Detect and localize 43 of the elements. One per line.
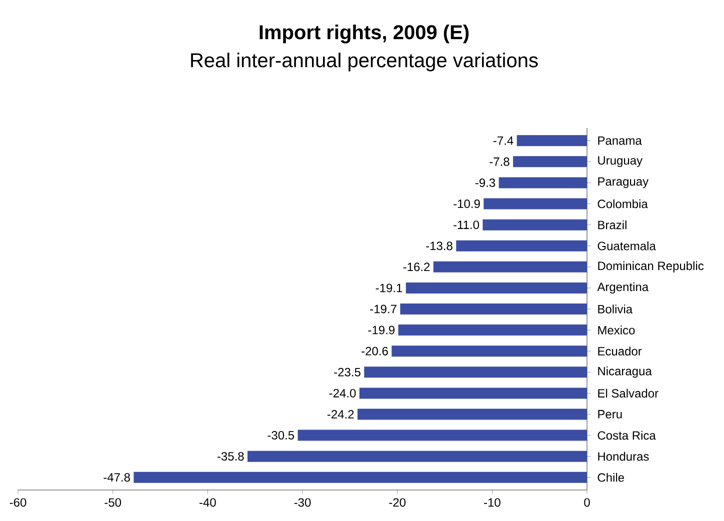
data-label: -13.8 [426, 242, 452, 250]
data-label: -7.8 [490, 157, 510, 166]
data-label: -20.6 [362, 346, 388, 356]
data-label: -10.9 [454, 200, 480, 208]
data-label: -11.0 [454, 220, 480, 230]
y-tick-label: Guatemala [598, 241, 656, 250]
y-tick-label: Honduras [598, 452, 649, 461]
x-tick-label: -60 [10, 498, 26, 507]
y-tick-label: Nicaragua [598, 366, 652, 378]
y-tick-label: Uruguay [598, 156, 643, 168]
data-label: -47.8 [104, 473, 130, 482]
x-tick-label: -30 [294, 498, 311, 507]
y-tick-label: Colombia [598, 199, 648, 208]
data-label: -35.8 [217, 452, 244, 461]
data-label: -7.4 [493, 136, 514, 145]
x-tick-label: -40 [200, 498, 216, 507]
y-tick-label: Ecuador [598, 346, 642, 356]
chart-title: Import rights, 2009 (E) [260, 24, 469, 44]
x-tick-label: -50 [104, 498, 122, 507]
y-tick-label: Costa Rica [598, 430, 656, 440]
data-label: -19.9 [368, 326, 395, 334]
x-tick-label: -10 [484, 498, 500, 507]
data-label: -9.3 [475, 178, 496, 187]
y-tick-label: Peru [598, 410, 622, 418]
y-tick-label: Brazil [598, 220, 626, 230]
data-label: -30.5 [268, 431, 294, 440]
y-tick-label: Bolivia [598, 304, 633, 314]
chart-subtitle: Real inter-annual percentage variations [191, 52, 538, 72]
y-tick-label: Panama [598, 136, 642, 145]
y-tick-label: Argentina [597, 282, 649, 294]
data-label: -19.1 [376, 284, 402, 292]
x-tick-label: -20 [389, 498, 406, 507]
y-tick-label: Mexico [598, 326, 635, 334]
data-label: -23.5 [334, 368, 360, 376]
data-label: -24.2 [327, 410, 354, 418]
data-label: -16.2 [403, 262, 430, 272]
data-label: -24.0 [329, 388, 356, 398]
y-tick-label: Paraguay [598, 177, 649, 188]
y-tick-label: Chile [598, 472, 624, 482]
y-tick-label: Dominican Republic [598, 261, 704, 272]
data-label: -19.7 [370, 304, 396, 314]
y-tick-label: El Salvador [598, 388, 658, 398]
x-tick-label: 0 [584, 498, 590, 507]
